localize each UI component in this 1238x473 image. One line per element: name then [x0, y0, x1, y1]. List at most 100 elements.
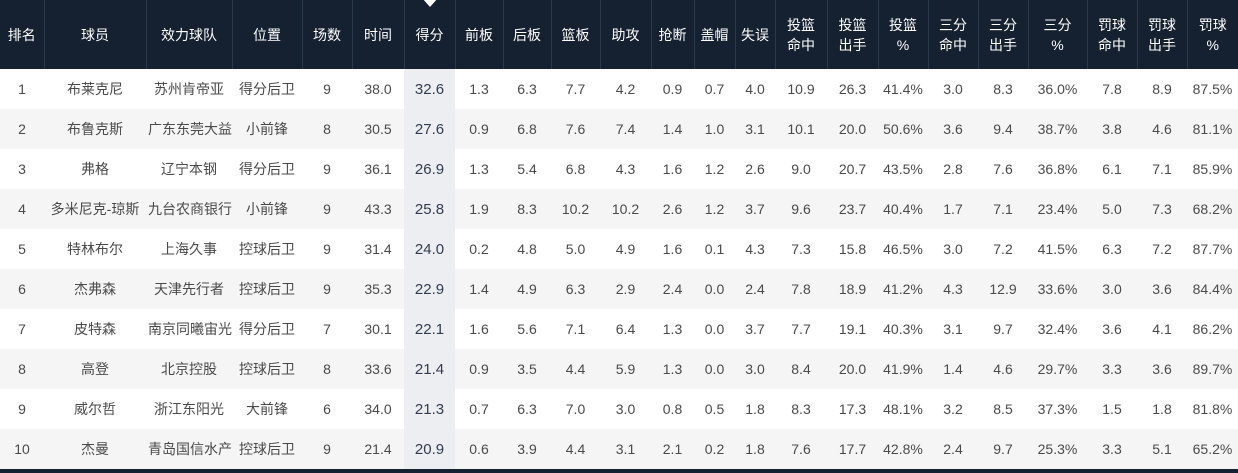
- column-header-ftpct[interactable]: 罚球 %: [1187, 0, 1238, 69]
- cell-tpm: 4.3: [943, 281, 963, 297]
- cell-tpa: 12.9: [989, 281, 1017, 297]
- cell-minutes: 34.0: [364, 401, 392, 417]
- cell-tpa: 8.5: [993, 401, 1013, 417]
- column-header-tpm[interactable]: 三分 命中: [928, 0, 979, 69]
- cell-position: 得分后卫: [239, 81, 295, 97]
- cell-reb: 7.1: [565, 321, 586, 337]
- cell-fgpct: 46.5%: [883, 241, 923, 257]
- cell-reb: 7.7: [565, 81, 586, 97]
- cell-reb: 4.4: [565, 361, 586, 377]
- cell-ast: 6.4: [615, 321, 636, 337]
- column-header-fgpct[interactable]: 投篮 %: [878, 0, 929, 69]
- cell-dreb: 6.8: [517, 121, 537, 137]
- cell-position: 控球后卫: [239, 241, 295, 257]
- cell-ftm: 3.6: [1102, 321, 1122, 337]
- column-header-label: 助攻: [611, 26, 640, 43]
- sort-desc-icon: [421, 0, 438, 7]
- cell-fgpct: 40.4%: [883, 201, 923, 217]
- cell-stl: 1.3: [662, 321, 683, 337]
- cell-blk: 0.2: [704, 441, 725, 457]
- column-header-minutes[interactable]: 时间: [352, 0, 405, 69]
- cell-ftpct: 84.4%: [1192, 281, 1233, 297]
- column-header-ast[interactable]: 助攻: [600, 0, 652, 69]
- cell-team: 广东东莞大益: [148, 121, 232, 137]
- column-header-ftm[interactable]: 罚球 命中: [1087, 0, 1138, 69]
- cell-tppct: 23.4%: [1037, 201, 1078, 217]
- cell-rank: 1: [18, 81, 26, 97]
- cell-minutes: 21.4: [364, 441, 392, 457]
- column-header-reb[interactable]: 篮板: [551, 0, 601, 69]
- column-header-player[interactable]: 球员: [44, 0, 147, 69]
- cell-fga: 20.0: [838, 121, 867, 137]
- column-header-tppct[interactable]: 三分 %: [1028, 0, 1088, 69]
- cell-oreb: 0.9: [469, 361, 489, 377]
- cell-team: 北京控股: [161, 361, 217, 377]
- cell-fgpct: 41.2%: [883, 281, 923, 297]
- cell-ast: 7.4: [615, 121, 636, 137]
- column-header-fta[interactable]: 罚球 出手: [1137, 0, 1188, 69]
- cell-minutes: 30.1: [364, 321, 392, 337]
- column-header-label: 投篮 命中: [787, 16, 815, 53]
- column-header-label: 罚球 %: [1198, 16, 1227, 53]
- cell-ftpct: 87.5%: [1192, 81, 1233, 97]
- column-header-blk[interactable]: 盖帽: [694, 0, 736, 69]
- column-header-label: 后板: [513, 26, 541, 43]
- cell-tppct: 32.4%: [1037, 321, 1078, 337]
- cell-oreb: 1.6: [469, 321, 489, 337]
- cell-ftpct: 86.2%: [1192, 321, 1233, 337]
- cell-tpa: 4.6: [993, 361, 1013, 377]
- cell-fgpct: 48.1%: [883, 401, 923, 417]
- cell-fgpct: 41.9%: [883, 361, 923, 377]
- column-header-dreb[interactable]: 后板: [503, 0, 552, 69]
- column-header-games[interactable]: 场数: [302, 0, 353, 69]
- column-header-tov[interactable]: 失误: [735, 0, 776, 69]
- column-header-oreb[interactable]: 前板: [455, 0, 504, 69]
- cell-fgm: 7.8: [791, 281, 811, 297]
- column-header-label: 三分 %: [1043, 16, 1072, 53]
- cell-fga: 17.3: [838, 401, 867, 417]
- column-header-team[interactable]: 效力球队: [146, 0, 233, 69]
- cell-team: 九台农商银行: [148, 201, 232, 217]
- cell-ftpct: 89.7%: [1192, 361, 1233, 377]
- cell-tov: 3.0: [745, 361, 765, 377]
- cell-player: 特林布尔: [67, 241, 123, 257]
- cell-dreb: 3.9: [517, 441, 537, 457]
- cell-blk: 0.1: [704, 241, 725, 257]
- column-header-rank[interactable]: 排名: [0, 0, 45, 69]
- column-header-label: 抢断: [658, 26, 687, 43]
- column-header-position[interactable]: 位置: [232, 0, 303, 69]
- cell-minutes: 36.1: [364, 161, 392, 177]
- cell-tpm: 2.4: [943, 441, 963, 457]
- cell-fgm: 9.0: [791, 161, 811, 177]
- player-row: 7 皮特森 南京同曦宙光 得分后卫 7 30.1 22.1 1.6 5.6 7.1 6.4 1.3 0.…: [0, 309, 1238, 349]
- cell-ftm: 3.3: [1102, 441, 1122, 457]
- cell-ast: 4.9: [615, 241, 636, 257]
- cell-team: 辽宁本钢: [161, 161, 217, 177]
- cell-ftpct: 81.8%: [1192, 401, 1233, 417]
- cell-tov: 3.7: [745, 321, 765, 337]
- cell-reb: 4.4: [565, 441, 586, 457]
- cell-reb: 7.0: [565, 401, 586, 417]
- column-header-stl[interactable]: 抢断: [651, 0, 695, 69]
- cell-rank: 6: [18, 281, 26, 297]
- column-header-fgm[interactable]: 投篮 命中: [775, 0, 828, 69]
- cell-fta: 1.8: [1152, 401, 1172, 417]
- cell-player: 布莱克尼: [67, 81, 123, 97]
- cell-team: 浙江东阳光: [154, 401, 224, 417]
- column-header-points[interactable]: 得分: [404, 0, 456, 69]
- player-row: 2 布鲁克斯 广东东莞大益 小前锋 8 30.5 27.6 0.9 6.8 7.6 7.4 1.4 1.…: [0, 109, 1238, 149]
- cell-minutes: 31.4: [364, 241, 392, 257]
- column-header-label: 三分 命中: [939, 16, 967, 53]
- cell-fgm: 8.4: [791, 361, 811, 377]
- cell-reb: 10.2: [561, 201, 590, 217]
- cell-games: 8: [323, 361, 331, 377]
- column-header-label: 球员: [81, 26, 109, 43]
- column-header-tpa[interactable]: 三分 出手: [978, 0, 1029, 69]
- column-header-fga[interactable]: 投篮 出手: [827, 0, 879, 69]
- cell-blk: 1.2: [704, 201, 725, 217]
- column-header-label: 失误: [741, 26, 769, 43]
- cell-games: 9: [323, 441, 331, 457]
- cell-tpa: 7.2: [993, 241, 1013, 257]
- cell-fgpct: 42.8%: [883, 441, 923, 457]
